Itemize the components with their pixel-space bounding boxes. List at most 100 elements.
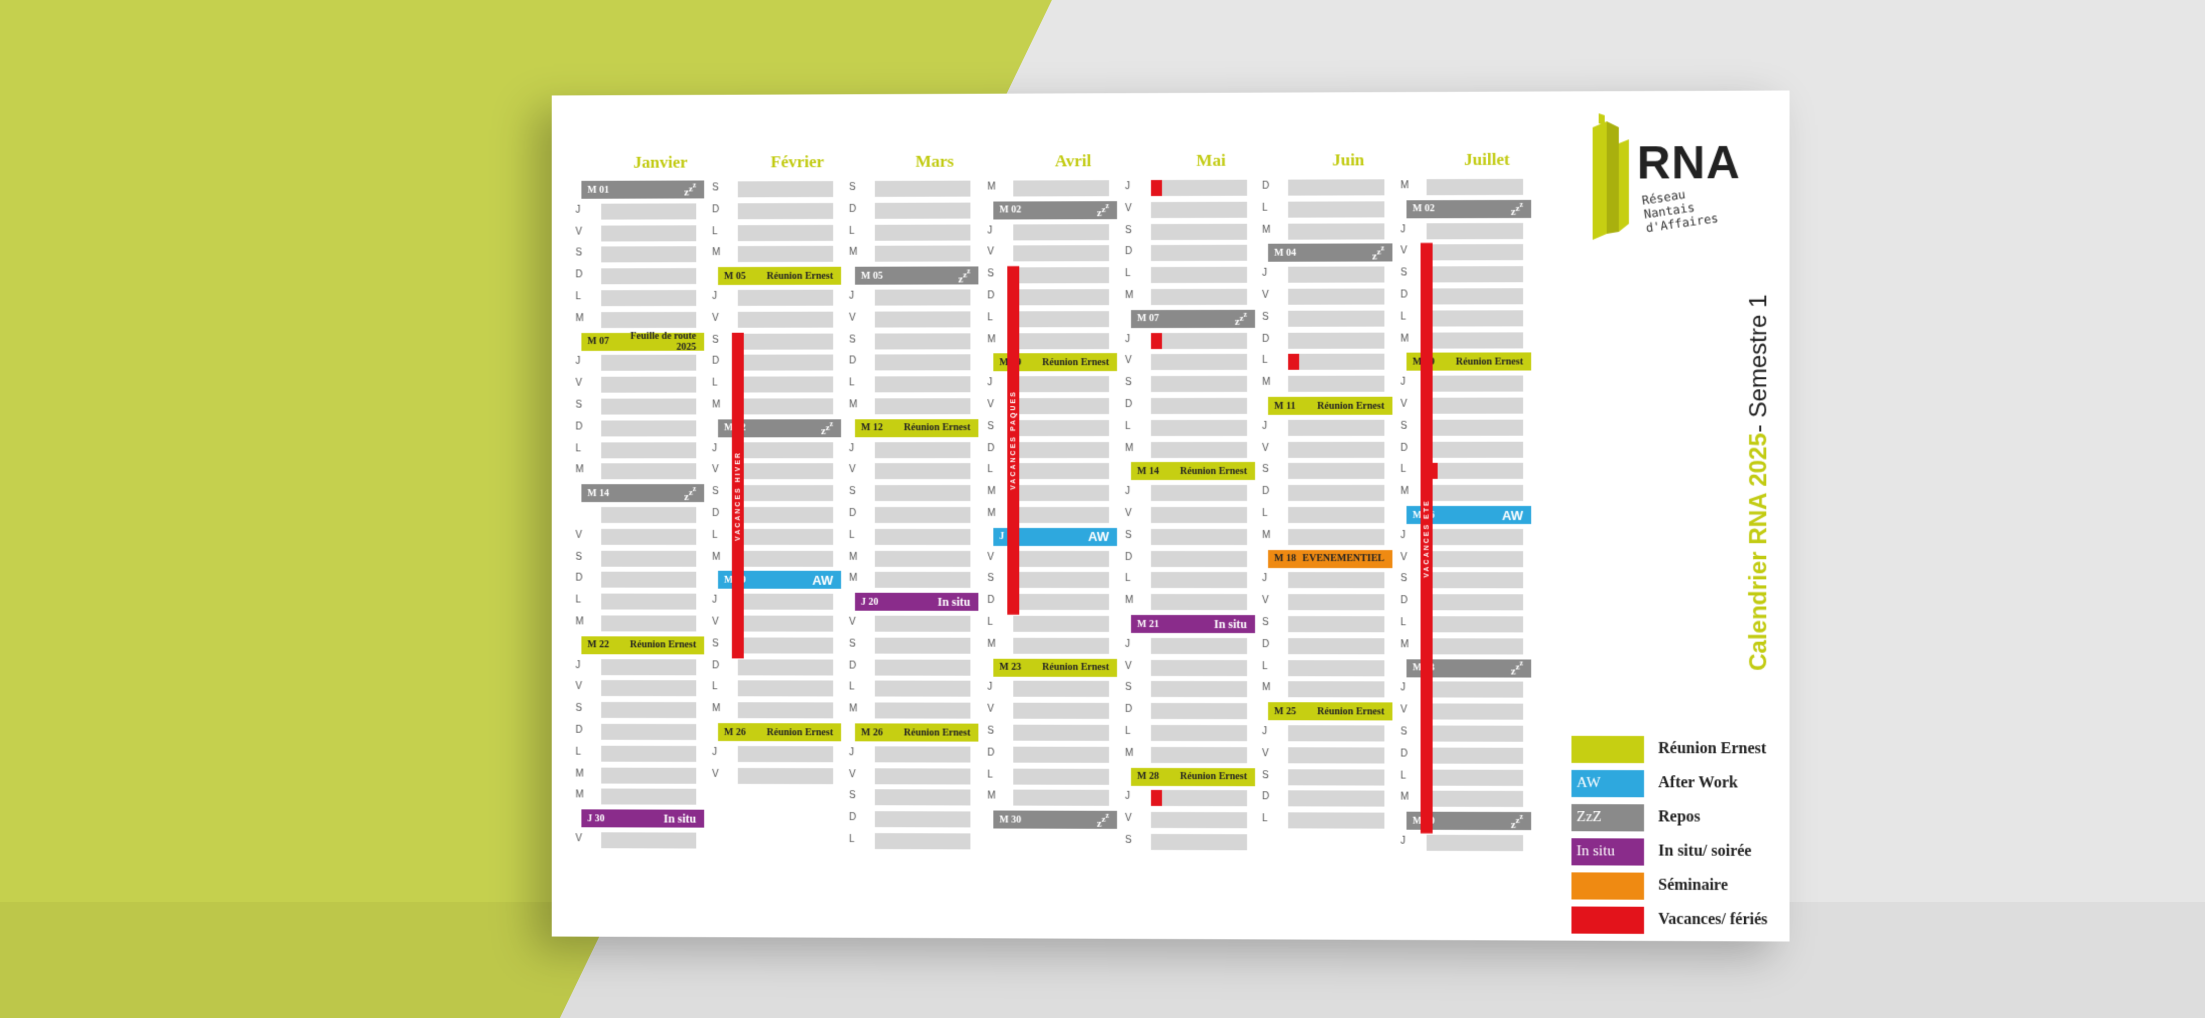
day-cell[interactable] [1151,442,1247,458]
day-cell[interactable] [875,398,971,414]
day-cell[interactable] [738,333,833,349]
day-cell[interactable] [875,333,971,349]
day-cell[interactable] [1288,638,1384,654]
day-cell[interactable] [1151,420,1247,436]
day-cell[interactable] [1151,572,1247,588]
day-cell[interactable] [875,637,971,653]
day-cell[interactable] [1427,419,1524,435]
day-cell[interactable] [601,268,696,284]
day-cell[interactable] [1427,288,1524,304]
meeting-event-bar[interactable]: M 28 Réunion Ernest [1131,768,1255,786]
day-cell[interactable] [1151,376,1247,392]
day-cell[interactable] [1288,267,1384,283]
day-cell[interactable] [738,181,833,197]
day-cell[interactable] [738,311,833,327]
day-cell[interactable] [875,746,971,762]
day-cell[interactable] [875,224,971,240]
meeting-event-bar[interactable]: M 05 Réunion Ernest [718,267,841,285]
day-cell[interactable] [1427,704,1524,720]
day-cell[interactable] [738,507,833,523]
day-cell[interactable] [738,637,833,653]
day-cell[interactable] [1151,703,1247,719]
insitu-event-bar[interactable]: J 30 In situ [581,810,704,828]
day-cell[interactable] [1288,223,1384,239]
day-cell[interactable] [1288,179,1384,195]
day-cell[interactable] [601,203,696,219]
day-cell[interactable] [1427,594,1524,610]
day-cell[interactable] [1013,398,1109,414]
day-cell[interactable] [875,768,971,784]
day-cell[interactable] [1151,354,1247,370]
repos-event-bar[interactable]: M 02 zzz [1406,200,1531,218]
day-cell[interactable] [1288,289,1384,305]
day-cell[interactable] [601,442,696,458]
day-cell[interactable] [1288,813,1384,829]
day-cell[interactable] [1151,594,1247,610]
day-cell[interactable] [1151,398,1247,414]
day-cell[interactable] [601,420,696,436]
day-cell[interactable] [738,746,833,762]
event-event-bar[interactable]: M 18 EVENEMENTIEL [1268,550,1392,568]
repos-event-bar[interactable]: M 14 zzz [581,484,704,502]
day-cell[interactable] [601,290,696,306]
day-cell[interactable] [1427,332,1524,348]
day-cell[interactable] [875,811,971,827]
day-cell[interactable] [1151,223,1247,239]
day-cell[interactable] [1427,463,1524,479]
day-cell[interactable] [1288,594,1384,610]
day-cell[interactable] [1013,616,1109,632]
day-cell[interactable] [875,311,971,327]
day-cell[interactable] [875,442,971,458]
day-cell[interactable] [875,681,971,697]
day-cell[interactable] [1288,310,1384,326]
day-cell[interactable] [875,833,971,849]
day-cell[interactable] [1288,747,1384,763]
day-cell[interactable] [1288,529,1384,545]
repos-event-bar[interactable]: M 01 zzz [581,180,704,198]
day-cell[interactable] [875,355,971,371]
day-cell[interactable] [1013,180,1109,196]
day-cell[interactable] [1427,791,1524,807]
day-cell[interactable] [738,225,833,241]
insitu-event-bar[interactable]: J 20 In situ [855,593,978,611]
day-cell[interactable] [601,225,696,241]
day-cell[interactable] [738,203,833,219]
day-cell[interactable] [1288,769,1384,785]
repos-event-bar[interactable]: M 07 zzz [1131,310,1255,328]
day-cell[interactable] [1151,551,1247,567]
day-cell[interactable] [1427,835,1524,851]
day-cell[interactable] [738,702,833,718]
day-cell[interactable] [601,789,696,805]
day-cell[interactable] [1013,790,1109,806]
day-cell[interactable] [1288,376,1384,392]
day-cell[interactable] [1013,746,1109,762]
day-cell[interactable] [601,702,696,718]
day-cell[interactable] [1151,245,1247,261]
day-cell[interactable] [1288,682,1384,698]
day-cell[interactable] [1151,660,1247,676]
day-cell[interactable] [1427,682,1524,698]
day-cell[interactable] [1013,725,1109,741]
day-cell[interactable] [601,659,696,675]
day-cell[interactable] [1151,681,1247,697]
day-cell[interactable] [1427,747,1524,763]
repos-event-bar[interactable]: M 04 zzz [1268,244,1392,262]
day-cell[interactable] [1288,463,1384,479]
day-cell[interactable] [875,246,971,262]
day-cell[interactable] [738,616,833,632]
day-cell[interactable] [1013,703,1109,719]
day-cell[interactable] [1013,463,1109,479]
repos-event-bar[interactable]: M 30zzz [993,811,1117,829]
repos-event-bar[interactable]: M 02 zzz [993,201,1117,219]
day-cell[interactable] [738,594,833,610]
day-cell[interactable] [1288,616,1384,632]
day-cell[interactable] [875,529,971,545]
meeting-event-bar[interactable]: M 23 Réunion Ernest [993,658,1117,676]
day-cell[interactable] [738,529,833,545]
day-cell[interactable] [1288,485,1384,501]
meeting-event-bar[interactable]: M 12 Réunion Ernest [855,419,978,437]
day-cell[interactable] [1288,420,1384,436]
day-cell[interactable] [1013,267,1109,283]
day-cell[interactable] [601,724,696,740]
day-cell[interactable] [875,572,971,588]
